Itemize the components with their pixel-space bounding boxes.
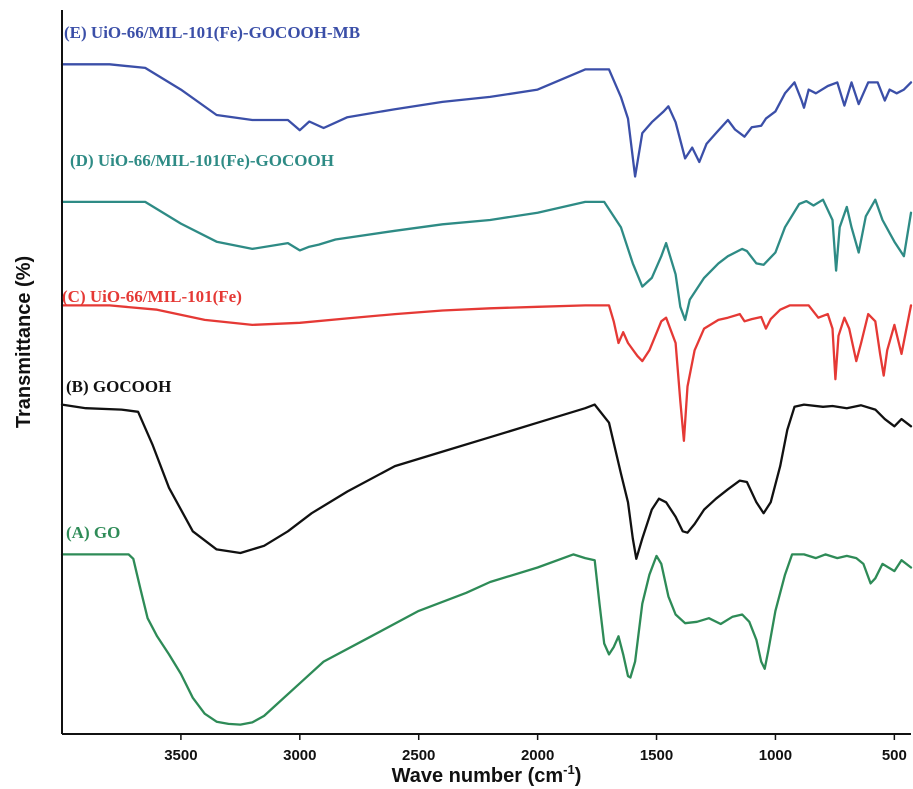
series-line-a	[60, 553, 913, 726]
x-tick-label: 500	[882, 747, 907, 764]
series-line-b	[60, 403, 913, 560]
x-tick-label: 3500	[164, 747, 197, 764]
series-line-e	[60, 63, 913, 178]
x-tick-label: 2000	[521, 747, 554, 764]
series-line-d	[60, 198, 913, 322]
x-tick-label: 1000	[759, 747, 792, 764]
x-axis-title-end: )	[575, 765, 582, 787]
x-tick-label: 2500	[402, 747, 435, 764]
series-line-c	[60, 304, 913, 442]
series-label: (C) UiO-66/MIL-101(Fe)	[62, 287, 242, 306]
x-axis-title: Wave number (cm-1)	[392, 762, 582, 787]
series-label: (E) UiO-66/MIL-101(Fe)-GOCOOH-MB	[64, 23, 360, 42]
series-labels: (E) UiO-66/MIL-101(Fe)-GOCOOH-MB (D) UiO-…	[62, 23, 360, 542]
x-tick-label: 1500	[640, 747, 673, 764]
x-axis-title-text: Wave number (cm	[392, 765, 564, 787]
series-label: (A) GO	[66, 523, 120, 542]
y-axis-title: Transmittance (%)	[13, 256, 35, 428]
x-ticks: 3500 3000 2500 2000 1500 1000 500	[164, 734, 907, 764]
x-axis-title-superscript: -1	[563, 762, 575, 777]
x-tick-label: 3000	[283, 747, 316, 764]
series-label: (D) UiO-66/MIL-101(Fe)-GOCOOH	[70, 151, 334, 170]
series-label: (B) GOCOOH	[66, 377, 171, 396]
plot-area	[60, 63, 913, 726]
axes: 3500 3000 2500 2000 1500 1000 500	[61, 10, 911, 764]
